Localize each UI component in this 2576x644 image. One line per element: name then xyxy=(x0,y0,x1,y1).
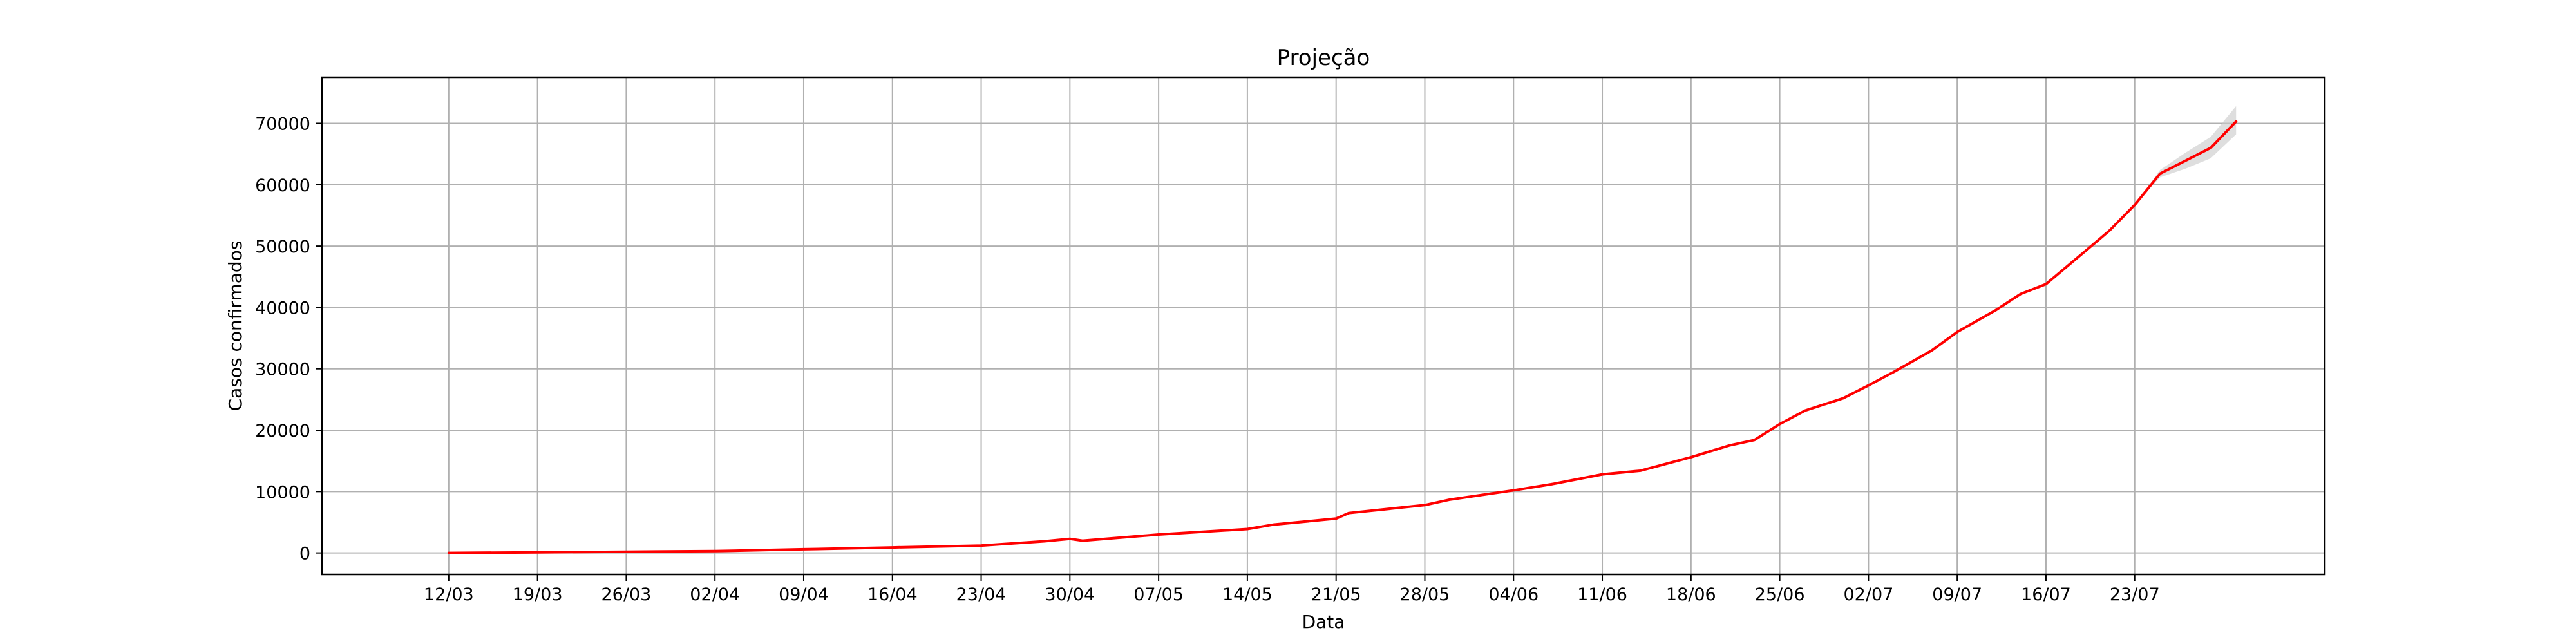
x-tick-label: 28/05 xyxy=(1400,585,1450,605)
projection-band-area xyxy=(2134,106,2237,205)
projection-band xyxy=(2134,106,2237,205)
x-tick-label: 30/04 xyxy=(1045,585,1095,605)
grid xyxy=(322,77,2325,574)
y-tick-label: 20000 xyxy=(255,421,310,441)
x-tick-label: 23/04 xyxy=(956,585,1007,605)
series-layer xyxy=(447,120,2238,554)
x-tick-label: 02/07 xyxy=(1843,585,1893,605)
x-tick-label: 26/03 xyxy=(601,585,651,605)
x-tick-label: 23/07 xyxy=(2110,585,2160,605)
x-tick-label: 09/04 xyxy=(779,585,829,605)
x-tick-label: 09/07 xyxy=(1932,585,1982,605)
y-tick-label: 0 xyxy=(299,544,310,564)
x-tick-label: 04/06 xyxy=(1488,585,1539,605)
plot-frame xyxy=(321,76,2326,576)
y-tick-label: 60000 xyxy=(255,176,310,196)
y-tick-label: 30000 xyxy=(255,360,310,380)
y-tick-label: 10000 xyxy=(255,482,310,502)
x-tick-label: 12/03 xyxy=(424,585,474,605)
x-tick-label: 16/04 xyxy=(867,585,918,605)
x-tick-label: 02/04 xyxy=(690,585,740,605)
y-axis-label: Casos confirmados xyxy=(225,241,246,412)
x-tick-label: 21/05 xyxy=(1311,585,1361,605)
x-tick-label: 25/06 xyxy=(1755,585,1805,605)
y-tick-label: 40000 xyxy=(255,298,310,318)
series-line xyxy=(447,120,2238,554)
chart-title: Projeção xyxy=(1277,45,1370,71)
y-axis-ticks: 0 10000 20000 30000 40000 50000 60000 70000 xyxy=(255,114,322,564)
x-axis-label: Data xyxy=(1302,611,1345,632)
x-tick-label: 18/06 xyxy=(1666,585,1716,605)
x-tick-label: 07/05 xyxy=(1133,585,1184,605)
x-tick-label: 14/05 xyxy=(1222,585,1273,605)
y-tick-label: 70000 xyxy=(255,114,310,134)
x-tick-label: 19/03 xyxy=(513,585,563,605)
y-tick-label: 50000 xyxy=(255,237,310,257)
x-tick-label: 11/06 xyxy=(1577,585,1627,605)
x-axis-ticks: 12/03 19/03 26/03 02/04 09/04 16/04 23/04 30/04… xyxy=(424,574,2160,605)
x-tick-label: 16/07 xyxy=(2021,585,2071,605)
